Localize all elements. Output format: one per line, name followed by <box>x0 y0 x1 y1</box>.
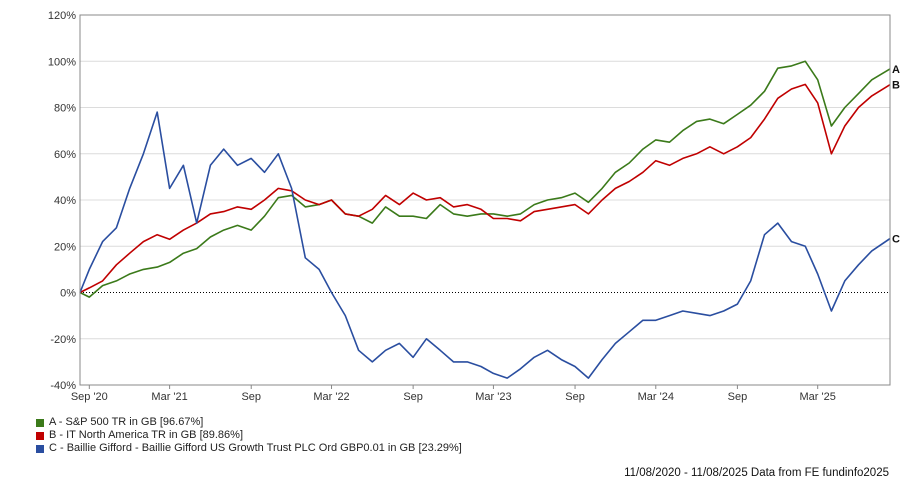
legend: A - S&P 500 TR in GB [96.67%] B - IT Nor… <box>36 416 462 455</box>
legend-swatch-c <box>36 444 44 453</box>
y-tick-label: 100% <box>48 56 76 68</box>
series-line-b <box>79 83 891 294</box>
performance-chart: 120% 100% 80% 60% 40% 20% 0% -20% -40% Sep '20 Ma… <box>48 10 900 403</box>
x-tick-label: Mar '25 <box>800 391 836 403</box>
legend-swatch-b <box>36 431 44 440</box>
y-tick-label: 60% <box>54 149 76 161</box>
legend-item-c: C - Baillie Gifford - Baillie Gifford US… <box>36 442 462 455</box>
end-label-c: C <box>892 234 900 246</box>
data-source-footer: 11/08/2020 - 11/08/2025 Data from FE fun… <box>624 467 889 479</box>
y-tick-label: 80% <box>54 103 76 115</box>
x-tick-label: Sep <box>728 391 748 403</box>
end-label-a: A <box>892 64 900 76</box>
series-lines <box>79 60 891 379</box>
series-end-labels: AB C <box>892 64 900 246</box>
legend-label-a: A - S&P 500 TR in GB [96.67%] <box>49 416 204 428</box>
y-tick-label: -40% <box>50 380 76 392</box>
x-tick-label: Mar '22 <box>313 391 349 403</box>
legend-label-c: C - Baillie Gifford - Baillie Gifford US… <box>49 442 462 454</box>
x-axis-tick-labels: Sep '20 Mar '21 Sep Mar '22 Sep Mar '23 Sep Mar… <box>71 385 836 403</box>
x-tick-label: Mar '24 <box>638 391 674 403</box>
y-tick-label: -20% <box>50 334 76 346</box>
legend-item-a: A - S&P 500 TR in GB [96.67%] <box>36 416 462 429</box>
y-tick-label: 40% <box>54 195 76 207</box>
x-tick-label: Mar '21 <box>151 391 187 403</box>
y-tick-label: 120% <box>48 10 76 22</box>
series-line-c <box>79 111 891 379</box>
x-tick-label: Sep <box>403 391 423 403</box>
y-tick-label: 0% <box>60 288 76 300</box>
x-tick-label: Mar '23 <box>475 391 511 403</box>
series-line-a <box>79 60 891 298</box>
x-tick-label: Sep '20 <box>71 391 108 403</box>
plot-area-border <box>79 14 891 386</box>
x-tick-label: Sep <box>565 391 585 403</box>
end-label-b: B <box>892 80 900 92</box>
legend-swatch-a <box>36 418 44 427</box>
legend-item-b: B - IT North America TR in GB [89.86%] <box>36 429 462 442</box>
x-tick-label: Sep <box>241 391 261 403</box>
y-tick-label: 20% <box>54 241 76 253</box>
legend-label-b: B - IT North America TR in GB [89.86%] <box>49 429 243 441</box>
y-axis-tick-labels: 120% 100% 80% 60% 40% 20% 0% -20% -40% <box>48 10 76 392</box>
